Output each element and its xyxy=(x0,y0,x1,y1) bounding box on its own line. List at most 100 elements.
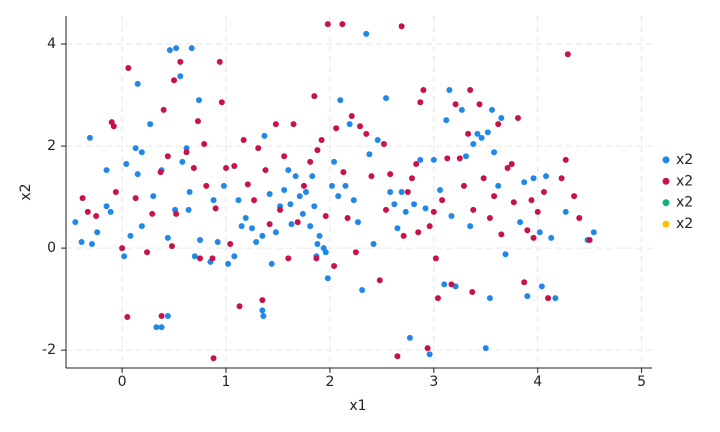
point xyxy=(413,160,420,167)
point xyxy=(530,234,537,241)
point xyxy=(288,221,295,228)
point xyxy=(404,189,411,195)
point xyxy=(469,288,476,295)
point xyxy=(210,197,217,204)
point xyxy=(78,238,85,245)
point xyxy=(420,86,427,93)
point xyxy=(272,229,279,236)
point xyxy=(342,182,349,189)
point xyxy=(173,210,180,217)
point xyxy=(331,158,338,165)
point xyxy=(340,169,347,176)
point xyxy=(127,232,134,239)
point xyxy=(387,171,394,178)
point xyxy=(103,203,110,210)
point xyxy=(387,189,394,195)
point xyxy=(173,45,180,52)
legend-marker xyxy=(662,199,670,207)
point xyxy=(508,160,515,167)
point xyxy=(112,189,119,195)
point xyxy=(398,189,405,195)
point xyxy=(125,65,132,72)
point xyxy=(498,115,505,122)
point xyxy=(223,165,230,172)
x-tick-label: 5 xyxy=(637,374,646,390)
point xyxy=(183,149,190,156)
point xyxy=(363,30,370,37)
point xyxy=(88,241,95,248)
point xyxy=(346,121,353,128)
point xyxy=(441,281,448,288)
point xyxy=(166,47,173,54)
point xyxy=(484,129,491,136)
point xyxy=(437,186,444,193)
point xyxy=(195,97,202,104)
point xyxy=(339,21,346,28)
point xyxy=(467,86,474,93)
point xyxy=(430,156,437,163)
point xyxy=(188,45,195,52)
point xyxy=(191,253,198,260)
point xyxy=(363,130,370,137)
point xyxy=(248,225,255,232)
point xyxy=(514,115,521,122)
point xyxy=(138,149,145,156)
point xyxy=(281,186,288,193)
point xyxy=(470,141,477,148)
point xyxy=(107,208,114,215)
point xyxy=(209,255,216,262)
point xyxy=(299,210,306,217)
point xyxy=(311,203,318,210)
point xyxy=(268,260,275,267)
point xyxy=(238,223,245,230)
point xyxy=(398,23,405,30)
point xyxy=(255,145,262,152)
point xyxy=(352,249,359,256)
point xyxy=(357,123,364,130)
point xyxy=(158,312,165,319)
point xyxy=(590,229,597,236)
point xyxy=(259,307,266,314)
point xyxy=(576,215,583,222)
point xyxy=(528,197,535,204)
point xyxy=(86,134,93,141)
point xyxy=(348,112,355,119)
point xyxy=(197,255,204,262)
point xyxy=(121,253,128,260)
point xyxy=(411,201,418,208)
point xyxy=(354,219,361,226)
point xyxy=(524,227,531,234)
point xyxy=(103,167,110,174)
point xyxy=(534,208,541,215)
point xyxy=(292,173,299,180)
point xyxy=(456,155,463,162)
point xyxy=(134,80,141,87)
x-tick-label: 3 xyxy=(429,374,438,390)
point xyxy=(543,173,550,180)
point xyxy=(277,206,284,213)
point xyxy=(216,58,223,65)
legend-label: x2 xyxy=(676,216,693,232)
point xyxy=(426,223,433,230)
legend-label: x2 xyxy=(676,195,693,211)
point xyxy=(190,165,197,172)
point xyxy=(482,345,489,352)
x-tick-label: 1 xyxy=(222,374,231,390)
point xyxy=(504,165,511,172)
point xyxy=(210,355,217,362)
point xyxy=(285,255,292,262)
point xyxy=(562,208,569,215)
point xyxy=(415,229,422,236)
point xyxy=(324,21,331,28)
point xyxy=(426,351,433,358)
point xyxy=(465,130,472,137)
point xyxy=(552,295,559,302)
x-axis-label: x1 xyxy=(349,398,366,414)
point xyxy=(448,281,455,288)
point xyxy=(337,97,344,104)
point xyxy=(335,193,342,200)
point xyxy=(235,197,242,204)
point xyxy=(307,158,314,165)
point xyxy=(344,215,351,222)
